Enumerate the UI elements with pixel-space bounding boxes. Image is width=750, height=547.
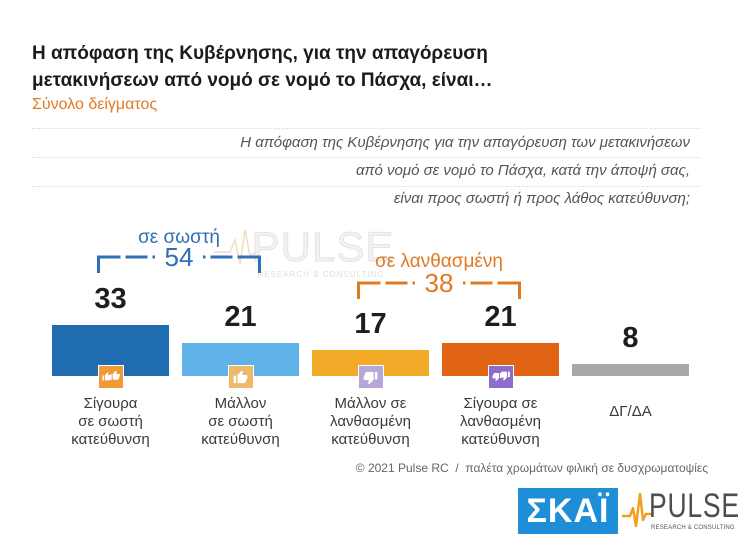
- watermark-name: PULSE: [252, 223, 395, 270]
- chart-subtitle: Σύνολο δείγματος: [32, 96, 158, 113]
- thumbs-down-icon-glyph: [363, 371, 378, 384]
- thumbs-down-double-icon: [488, 366, 513, 388]
- pulse-logo: PULSE: [649, 487, 740, 525]
- skai-logo: ΣΚΑΪ: [518, 488, 618, 534]
- thumbs-up-double-icon: [98, 366, 123, 388]
- thumbs-down-icon: [358, 366, 383, 388]
- bar-value-label: 21: [484, 301, 517, 334]
- group-total: 38: [424, 268, 454, 298]
- pulse-logo-tagline: RESEARCH & CONSULTING: [651, 525, 735, 531]
- category-label: Μάλλον σε λανθασμένη κατεύθυνση: [330, 395, 411, 448]
- category-label: Μάλλον σε σωστή κατεύθυνση: [201, 395, 280, 448]
- bar-value-label: 8: [622, 321, 639, 354]
- category-label: ΔΓ/ΔΑ: [609, 403, 652, 420]
- group-label: σε σωστή: [138, 227, 220, 248]
- group-label: σε λανθασμένη: [375, 251, 503, 272]
- category-label: Σίγουρα σε λανθασμένη κατεύθυνση: [460, 395, 541, 448]
- group-total: 54: [164, 242, 194, 272]
- chart-title: Η απόφαση της Κυβέρνησης, για την απαγόρ…: [32, 43, 493, 91]
- footer-credit: © 2021 Pulse RC / παλέτα χρωμάτων φιλική…: [355, 461, 708, 475]
- pulse-logo-line: [622, 492, 652, 528]
- thumbs-up-double-icon-glyph: [101, 370, 120, 381]
- watermark-tagline: RESEARCH & CONSULTING: [257, 270, 384, 279]
- thumbs-up-icon-glyph: [233, 370, 248, 383]
- thumbs-up-icon: [228, 366, 253, 388]
- bar-5: [572, 363, 689, 376]
- category-label: Σίγουρα σε σωστή κατεύθυνση: [71, 395, 150, 448]
- bar-value-label: 21: [224, 301, 257, 334]
- bar-value-label: 17: [354, 307, 387, 340]
- gridline: [32, 128, 700, 129]
- survey-question: Η απόφαση της Κυβέρνησης για την απαγόρε…: [240, 134, 690, 207]
- gridline: [32, 186, 700, 187]
- pulse-logo-line-icon: [622, 492, 652, 528]
- thumbs-down-double-icon-glyph: [491, 371, 510, 382]
- bar-value-label: 33: [94, 282, 127, 315]
- gridline: [32, 157, 700, 158]
